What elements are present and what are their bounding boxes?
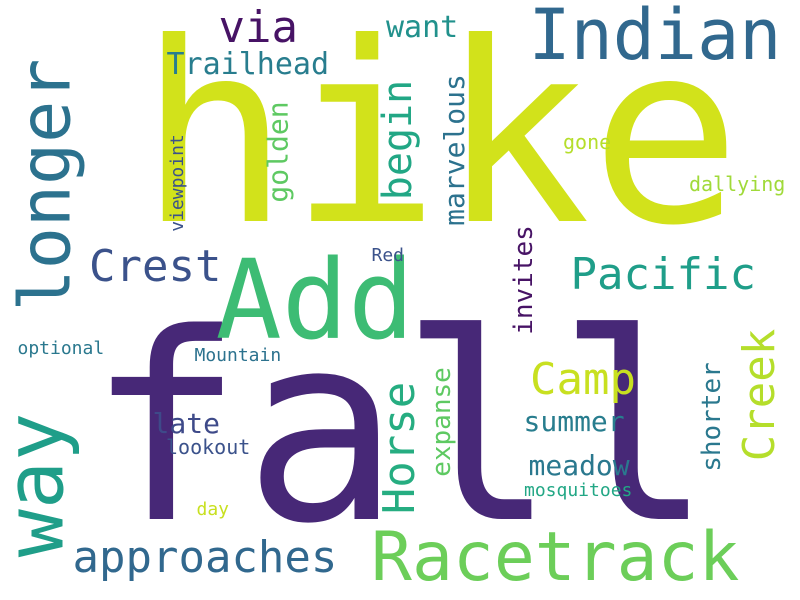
word-fall: fall <box>87 279 714 581</box>
word-crest: Crest <box>89 241 222 292</box>
word-want: want <box>386 10 459 45</box>
word-via: via <box>218 2 298 53</box>
word-racetrack: Racetrack <box>371 518 740 597</box>
word-optional: optional <box>17 338 105 359</box>
word-meadow: meadow <box>528 449 630 482</box>
word-expanse: expanse <box>426 367 457 477</box>
word-add: Add <box>215 236 415 364</box>
word-camp: Camp <box>530 354 636 405</box>
word-creek: Creek <box>734 328 786 462</box>
word-late: late <box>152 407 220 440</box>
word-pacific: Pacific <box>570 249 756 300</box>
word-day: day <box>196 499 230 520</box>
word-marvelous: marvelous <box>437 74 471 226</box>
word-invites: invites <box>508 225 539 335</box>
word-trailhead: Trailhead <box>166 47 330 82</box>
word-indian: Indian <box>528 0 782 76</box>
word-horse: Horse <box>374 381 426 515</box>
word-red: Red <box>371 245 405 266</box>
word-mountain: Mountain <box>194 345 282 366</box>
word-dallying: dallying <box>689 172 786 196</box>
word-begin: begin <box>375 79 422 201</box>
word-shorter: shorter <box>696 362 727 472</box>
word-mosquitoes: mosquitoes <box>524 480 633 501</box>
word-hike: hike <box>139 0 742 280</box>
word-golden: golden <box>261 101 295 203</box>
word-approaches: approaches <box>72 532 338 583</box>
word-way: way <box>0 412 81 558</box>
word-summer: summer <box>523 405 625 438</box>
word-lookout: lookout <box>166 435 251 459</box>
word-longer: longer <box>3 58 86 312</box>
word-viewpoint: viewpoint <box>166 134 188 232</box>
word-gone: gone <box>563 130 612 154</box>
